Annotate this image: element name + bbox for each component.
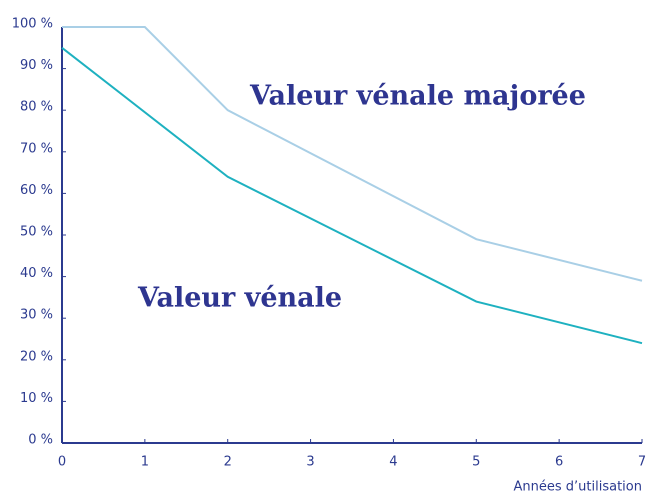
- x-tick-label: 5: [472, 455, 480, 470]
- x-tick-label: 3: [306, 455, 314, 470]
- x-tick-label: 2: [224, 455, 232, 470]
- y-tick-label: 10 %: [20, 391, 53, 406]
- x-tick-label: 7: [638, 455, 646, 470]
- y-tick-label: 40 %: [20, 266, 53, 281]
- annotation: Valeur vénale majorée: [249, 81, 586, 112]
- x-tick-label: 4: [389, 455, 397, 470]
- line-series: [62, 26, 643, 282]
- line-series: [61, 47, 643, 345]
- y-tick-label: 60 %: [20, 183, 53, 198]
- annotation: Valeur vénale: [137, 283, 342, 314]
- x-tick-label: 0: [58, 455, 66, 470]
- x-tick-label: 1: [141, 455, 149, 470]
- y-tick-label: 30 %: [20, 308, 53, 323]
- y-tick-label: 0 %: [28, 433, 53, 448]
- x-axis-label: Années d’utilisation: [514, 480, 642, 493]
- y-tick-label: 90 %: [20, 58, 53, 73]
- y-tick-label: 100 %: [12, 17, 53, 32]
- y-tick-label: 80 %: [20, 100, 53, 115]
- y-tick-label: 70 %: [20, 141, 53, 156]
- y-tick-label: 20 %: [20, 349, 53, 364]
- y-tick-label: 50 %: [20, 225, 53, 240]
- x-tick-label: 6: [555, 455, 563, 470]
